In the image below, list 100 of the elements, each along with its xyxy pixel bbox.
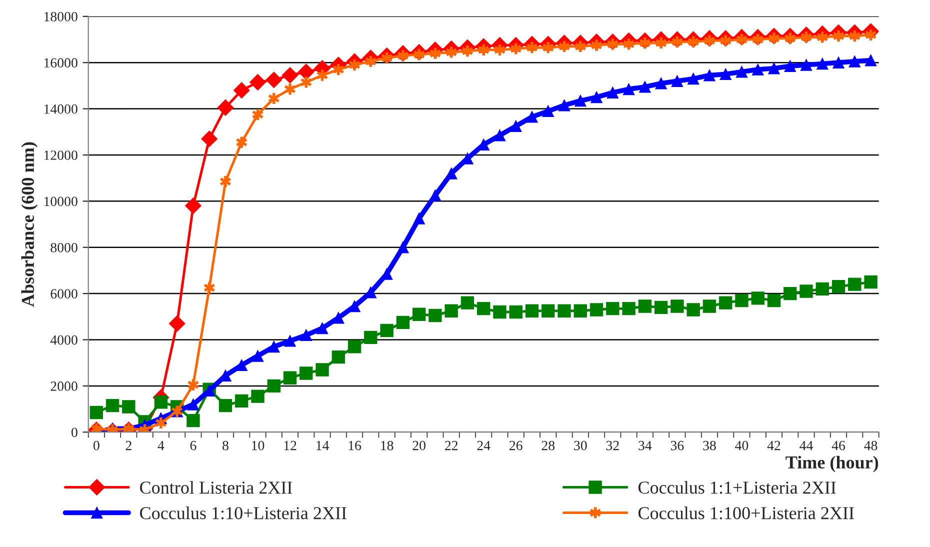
point	[687, 72, 700, 85]
point	[638, 300, 652, 313]
point	[864, 275, 878, 289]
point	[718, 296, 732, 310]
point	[413, 212, 425, 224]
x-tick-label: 10	[252, 440, 264, 450]
point	[493, 305, 506, 319]
x-tick-label: 42	[767, 440, 780, 450]
point	[477, 302, 490, 316]
point	[218, 398, 232, 412]
x-tick-label: 36	[670, 440, 684, 450]
point	[590, 91, 602, 104]
point	[267, 379, 280, 393]
point	[832, 56, 844, 69]
x-tick-label: 30	[574, 440, 587, 450]
point	[848, 56, 861, 68]
x-tick-label: 34	[638, 440, 652, 450]
y-tick-label: 0	[72, 428, 78, 438]
legend-label: Cocculus 1:100+Listeria 2XII	[638, 506, 854, 520]
point	[268, 340, 280, 353]
point	[217, 99, 234, 116]
point	[429, 189, 442, 202]
legend-label: Control Listeria 2XII	[140, 481, 292, 494]
point	[686, 303, 700, 316]
point	[186, 414, 200, 428]
x-tick-label: 24	[477, 440, 490, 450]
x-tick-label: 40	[735, 440, 748, 450]
point	[574, 304, 587, 318]
y-tick-label: 12000	[44, 150, 78, 160]
point	[316, 363, 329, 376]
point	[348, 300, 360, 312]
point	[702, 300, 716, 313]
point	[768, 62, 780, 74]
x-tick-label: 46	[832, 440, 846, 450]
point	[283, 371, 297, 384]
x-axis-title: Time (hour)	[786, 456, 878, 472]
point	[380, 324, 394, 338]
y-tick-label: 8000	[50, 242, 78, 252]
x-tick-label: 38	[703, 440, 716, 450]
x-tick-label: 6	[190, 440, 196, 450]
point	[800, 59, 812, 71]
y-axis-title: Absorbance (600 nm)	[21, 142, 38, 307]
x-tick-label: 2	[126, 440, 132, 450]
x-tick-label: 28	[542, 440, 555, 450]
point	[251, 390, 264, 403]
point	[509, 305, 522, 319]
point	[252, 350, 264, 362]
legend-label: Cocculus 1:1+Listeria 2XII	[638, 481, 836, 494]
point	[187, 398, 200, 410]
point	[800, 284, 813, 298]
point	[654, 300, 668, 314]
legend-label: Cocculus 1:10+Listeria 2XII	[140, 506, 346, 520]
point	[236, 359, 248, 372]
point	[816, 282, 829, 296]
point	[106, 398, 120, 412]
y-tick-label: 16000	[44, 58, 78, 68]
point	[622, 83, 635, 96]
point	[122, 400, 136, 414]
x-tick-label: 4	[158, 440, 164, 450]
point	[510, 120, 522, 132]
y-tick-label: 18000	[44, 12, 78, 22]
point	[832, 280, 846, 294]
x-tick-label: 26	[510, 440, 522, 450]
point	[185, 198, 202, 214]
point	[90, 406, 104, 420]
x-tick-label: 16	[348, 440, 362, 450]
x-tick-label: 20	[412, 440, 426, 450]
point	[752, 64, 764, 76]
point	[284, 334, 296, 347]
x-tick-label: 32	[606, 440, 619, 450]
point	[364, 330, 378, 344]
x-tick-label: 8	[222, 440, 228, 450]
point	[670, 300, 684, 313]
point	[784, 60, 796, 72]
point	[332, 312, 344, 324]
point	[396, 316, 410, 330]
point	[558, 99, 570, 112]
point	[168, 315, 186, 332]
point	[784, 286, 797, 300]
x-tick-label: 44	[800, 440, 813, 450]
x-tick-label: 48	[864, 440, 878, 450]
y-tick-label: 10000	[44, 196, 78, 206]
point	[397, 241, 409, 254]
point	[864, 54, 877, 66]
x-tick-label: 22	[445, 440, 458, 450]
point	[235, 394, 248, 408]
point	[671, 75, 684, 87]
point	[201, 130, 218, 148]
point	[574, 94, 586, 107]
point	[444, 304, 458, 318]
point	[348, 340, 362, 354]
point	[316, 322, 328, 334]
point	[494, 129, 506, 142]
point	[233, 82, 250, 99]
point	[460, 296, 474, 310]
point	[542, 304, 555, 318]
point	[428, 308, 442, 322]
point	[300, 366, 313, 380]
point	[735, 294, 748, 308]
point	[250, 74, 266, 90]
